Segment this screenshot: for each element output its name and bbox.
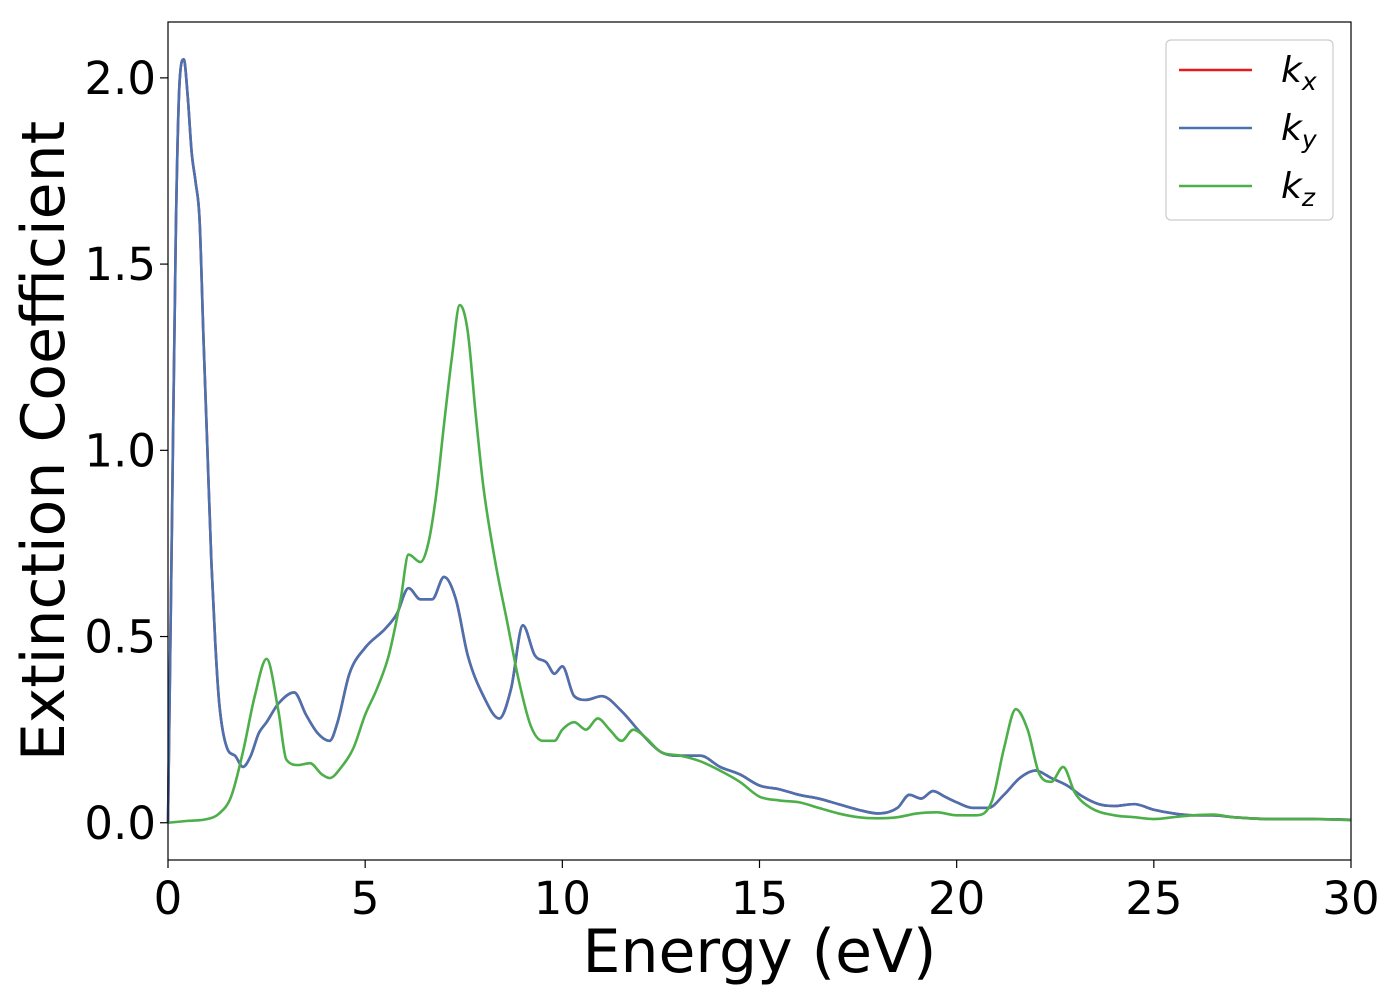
legend-box: [1165, 39, 1334, 221]
x-tick-label: 30: [1322, 872, 1379, 925]
series-line-k-z: [167, 303, 1352, 825]
legend-label: kz: [1281, 166, 1316, 212]
x-axis: 0 5 10 15 20 25 30: [154, 860, 1380, 925]
series-line-k-y: [166, 57, 1352, 823]
y-axis: 0.0 0.5 1.0 1.5 2.0: [84, 52, 168, 850]
legend-label: kx: [1281, 50, 1317, 96]
series-layer: [166, 57, 1352, 825]
x-axis-title: Energy (eV): [583, 917, 937, 987]
y-tick-label: 0.5: [84, 611, 156, 664]
x-tick-label: 20: [928, 872, 985, 925]
x-tick-label: 10: [534, 872, 591, 925]
y-axis-title: Extinction Coefficient: [9, 121, 79, 761]
x-tick-label: 5: [351, 872, 380, 925]
legend-label: ky: [1281, 108, 1318, 154]
y-tick-label: 1.0: [84, 424, 156, 477]
x-tick-label: 25: [1125, 872, 1182, 925]
x-tick-label: 0: [154, 872, 183, 925]
y-tick-label: 1.5: [84, 238, 156, 291]
legend: kx ky kz: [1165, 39, 1334, 221]
y-tick-label: 0.0: [84, 797, 156, 850]
y-tick-label: 2.0: [84, 52, 156, 105]
x-tick-label: 15: [731, 872, 788, 925]
